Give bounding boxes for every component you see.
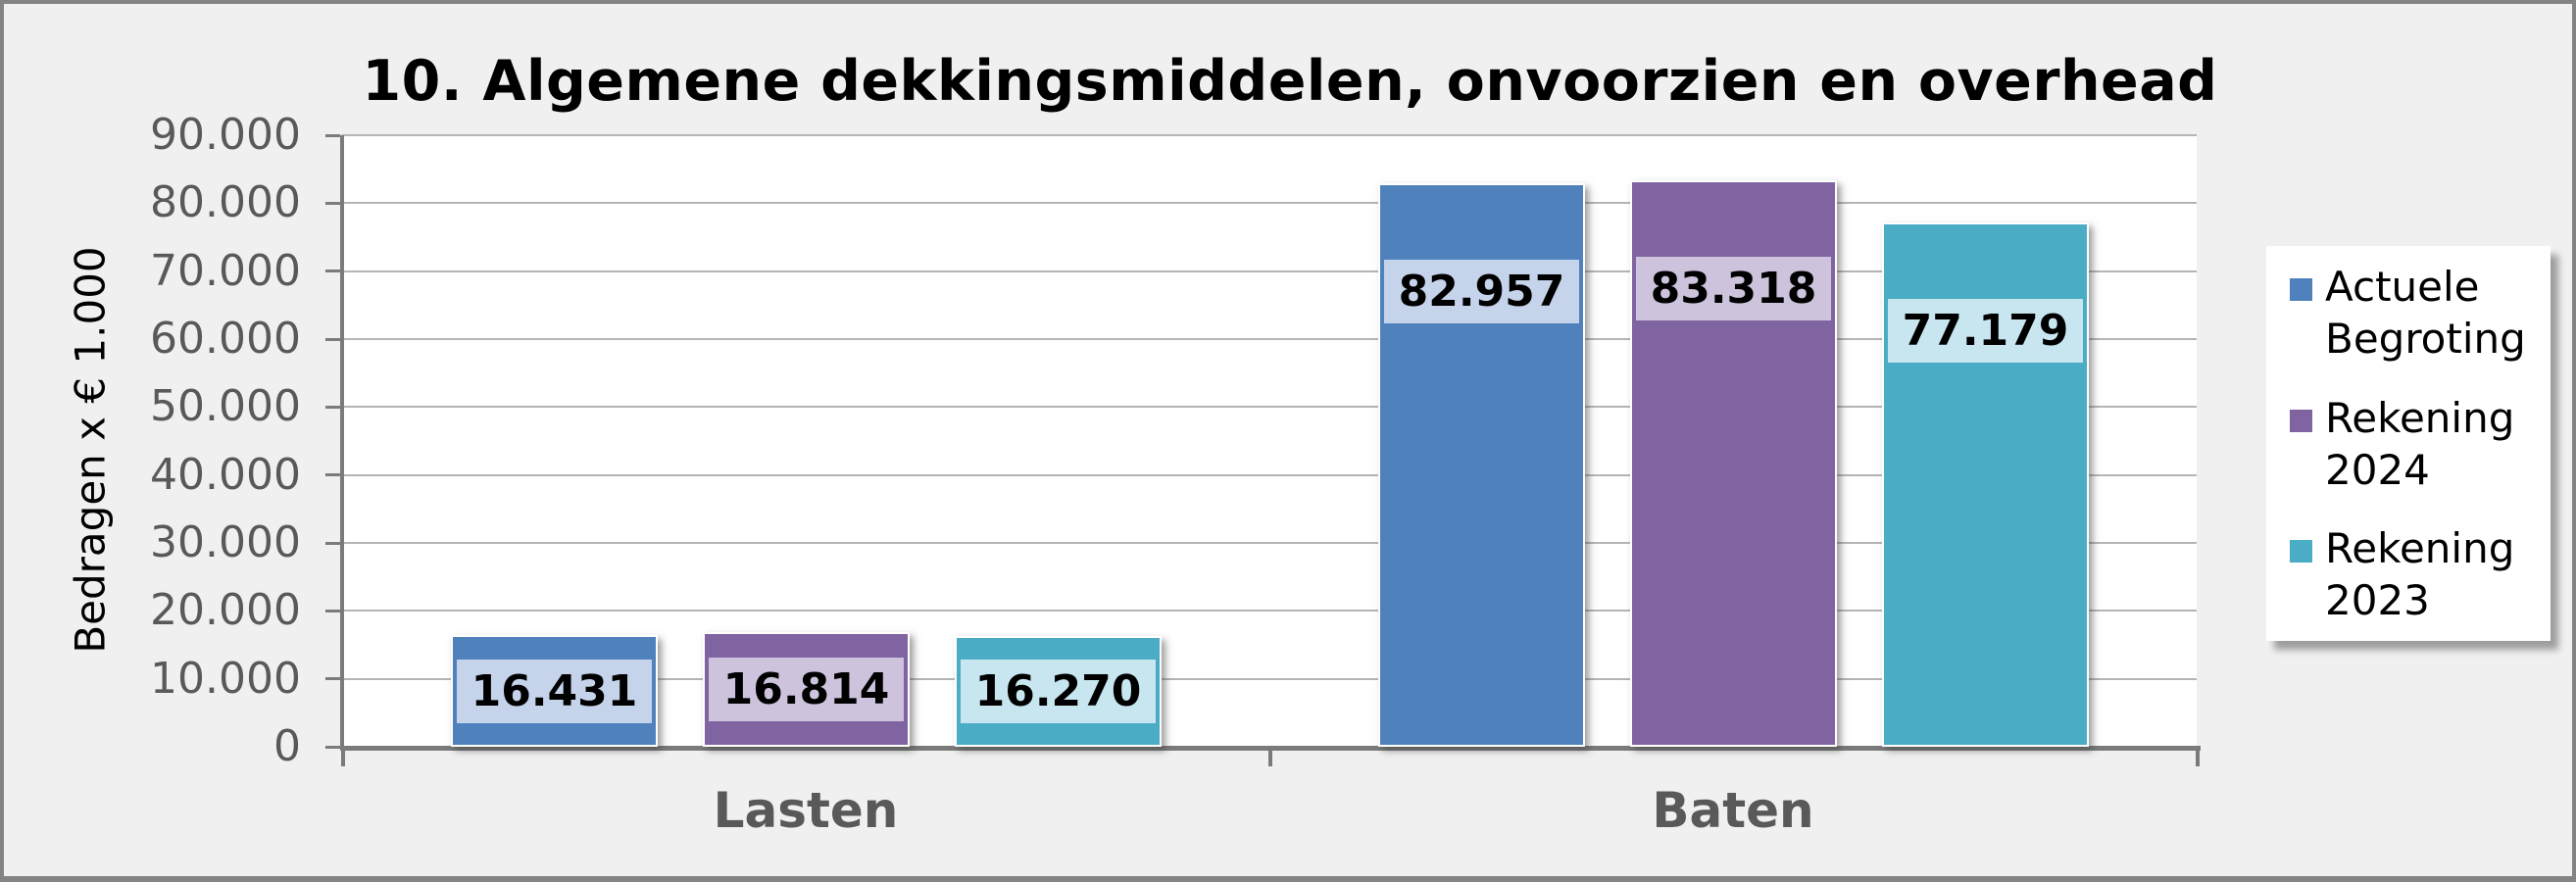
legend-swatch-icon (2290, 540, 2312, 563)
legend[interactable]: Actuele Begroting Rekening 2024 Rekening 2023 (2266, 246, 2551, 641)
x-boundary-tick (341, 749, 345, 766)
gridline (342, 202, 2197, 204)
legend-label: Rekening 2024 (2325, 392, 2514, 496)
legend-label: Rekening 2023 (2325, 522, 2514, 626)
gridline (342, 406, 2197, 408)
y-tick-label: 70.000 (150, 246, 301, 296)
gridline (342, 474, 2197, 476)
y-tick (325, 406, 340, 409)
y-axis-line (340, 135, 344, 751)
gridline (342, 678, 2197, 680)
data-label: 16.814 (709, 658, 904, 721)
legend-item-rekening-2023[interactable]: Rekening 2023 (2290, 522, 2514, 626)
legend-label-line: 2024 (2325, 446, 2430, 494)
data-label: 83.318 (1636, 257, 1831, 320)
data-label: 77.179 (1888, 299, 2083, 363)
category-label: Baten (1652, 782, 1814, 839)
y-tick-label: 10.000 (150, 654, 301, 704)
y-tick (325, 610, 340, 612)
chart-title: 10. Algemene dekkingsmiddelen, onvoorzie… (362, 49, 2218, 114)
gridline (342, 610, 2197, 612)
y-tick-label: 0 (273, 721, 301, 771)
y-tick (325, 677, 340, 680)
x-axis-line (340, 746, 2201, 751)
legend-label-line: Rekening (2325, 394, 2515, 442)
y-tick (325, 134, 340, 137)
y-tick (325, 473, 340, 476)
data-label: 16.431 (457, 660, 652, 723)
legend-swatch-icon (2290, 278, 2312, 301)
y-tick (325, 746, 340, 749)
y-tick-label: 80.000 (150, 177, 301, 227)
y-tick (325, 542, 340, 545)
legend-label-line: Actuele (2325, 263, 2480, 311)
x-boundary-tick (2196, 749, 2200, 766)
data-label: 16.270 (961, 660, 1156, 723)
y-tick-label: 40.000 (150, 450, 301, 500)
y-tick-label: 30.000 (150, 517, 301, 567)
y-tick-label: 50.000 (150, 381, 301, 431)
legend-label: Actuele Begroting (2325, 261, 2526, 365)
y-tick-label: 90.000 (150, 110, 301, 160)
legend-label-line: Begroting (2325, 315, 2526, 363)
legend-item-actuele-begroting[interactable]: Actuele Begroting (2290, 261, 2526, 365)
x-boundary-tick (1268, 749, 1272, 766)
gridline (342, 270, 2197, 272)
legend-label-line: 2023 (2325, 576, 2430, 624)
legend-label-line: Rekening (2325, 524, 2515, 572)
y-tick-label: 60.000 (150, 314, 301, 364)
gridline (342, 338, 2197, 340)
y-tick (325, 338, 340, 341)
gridline (342, 542, 2197, 544)
y-tick (325, 202, 340, 205)
category-label: Lasten (713, 782, 899, 839)
legend-item-rekening-2024[interactable]: Rekening 2024 (2290, 392, 2514, 496)
y-tick (325, 270, 340, 272)
data-label: 82.957 (1384, 260, 1579, 323)
y-tick-label: 20.000 (150, 585, 301, 635)
legend-swatch-icon (2290, 410, 2312, 432)
gridline (342, 134, 2197, 136)
